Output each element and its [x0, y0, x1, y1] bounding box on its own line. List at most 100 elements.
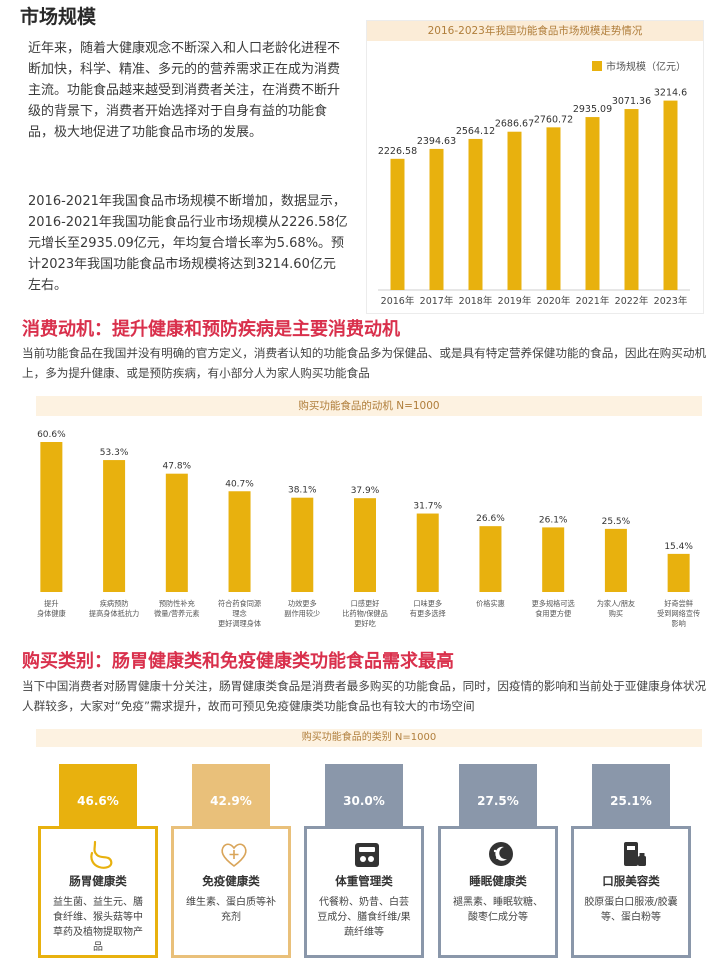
motive-bar — [354, 498, 376, 592]
motive-x-tick-label: 预防性补充 — [159, 599, 195, 608]
category-card-description: 代餐粉、奶昔、白芸豆成分、膳食纤维/果蔬纤维等 — [317, 897, 411, 938]
motive-bar-value-label: 15.4% — [664, 542, 693, 552]
market-size-legend: 市场规模（亿元） — [592, 58, 686, 73]
scale-icon — [351, 839, 383, 869]
market-section-title: 市场规模 — [20, 6, 97, 28]
motive-bar-value-label: 37.9% — [351, 486, 380, 496]
motive-x-tick-label: 为家人/朋友 — [597, 599, 635, 608]
motive-bar-value-label: 31.7% — [413, 502, 442, 512]
market-x-tick-label: 2023年 — [654, 295, 688, 307]
market-bar-value-label: 2394.63 — [417, 136, 456, 147]
motive-x-tick-label: 功效更多 — [288, 599, 317, 608]
motive-bar-value-label: 47.8% — [163, 462, 192, 472]
motive-x-tick-label: 更多规格可选 — [532, 599, 575, 608]
market-bar — [429, 148, 444, 290]
motive-description: 当前功能食品在我国并没有明确的官方定义，消费者认知的功能食品多为保健品、或是具有… — [22, 346, 707, 380]
motive-chart: 购买功能食品的动机 N=1000 — [36, 396, 702, 634]
market-bar — [507, 131, 522, 290]
motive-x-tick-label: 提高身体抵抗力 — [89, 609, 139, 618]
category-percentage-tab: 25.1% — [592, 764, 670, 834]
market-x-tick-label: 2020年 — [537, 295, 571, 307]
market-bar — [624, 109, 639, 290]
category-percentage-tab: 30.0% — [325, 764, 403, 834]
motive-x-tick-label: 疾病预防 — [100, 599, 129, 608]
stomach-icon — [85, 839, 117, 869]
market-bar — [585, 117, 600, 290]
category-card: 口服美容类胶原蛋白口服液/胶囊等、蛋白粉等 — [571, 826, 691, 958]
motive-x-tick-label: 购买 — [609, 609, 623, 618]
market-paragraph-1: 近年来，随着大健康观念不断深入和人口老龄化进程不断加快，科学、精准、多元的的营养… — [28, 41, 341, 140]
motive-x-tick-label: 口感更好 — [351, 599, 380, 608]
motive-bar — [416, 513, 439, 592]
category-card-description: 褪黑素、睡眠软糖、酸枣仁成分等 — [453, 897, 543, 923]
category-card: 肠胃健康类益生菌、益生元、膳食纤维、猴头菇等中草药及植物提取物产品 — [38, 826, 158, 958]
motive-bar — [165, 473, 188, 592]
category-card-name: 体重管理类 — [335, 874, 393, 888]
motive-x-tick-label: 口味更多 — [413, 599, 442, 608]
market-bar — [390, 158, 405, 290]
motive-x-tick-label: 副作用较少 — [284, 609, 320, 618]
market-x-tick-label: 2016年 — [381, 295, 415, 307]
market-size-chart-title: 2016-2023年我国功能食品市场规模走势情况 — [367, 21, 703, 41]
category-section-title: 购买类别：肠胃健康类和免疫健康类功能食品需求最高 — [22, 651, 454, 672]
market-bar — [663, 100, 678, 290]
motive-x-tick-label: 理念 — [232, 609, 246, 618]
market-paragraph-2: 2016-2021年我国食品市场规模不断增加，数据显示，2016-2021年我国… — [28, 194, 348, 293]
motive-bar-value-label: 53.3% — [100, 448, 129, 458]
category-percentage-tab: 46.6% — [59, 764, 137, 834]
market-x-tick-label: 2018年 — [459, 295, 493, 307]
motive-bar-value-label: 60.6% — [37, 430, 66, 440]
market-x-tick-label: 2019年 — [498, 295, 532, 307]
market-size-bars: 2226.58 2016年 2394.63 2017年 2564.12 2018年 2686… — [378, 88, 690, 307]
category-card-description: 维生素、蛋白质等补充剂 — [186, 897, 276, 923]
category-card-name: 免疫健康类 — [202, 874, 260, 888]
motive-x-tick-label: 有更多选择 — [410, 609, 446, 618]
motive-bar — [291, 497, 314, 592]
market-bar-value-label: 2935.09 — [573, 104, 612, 115]
market-x-tick-label: 2022年 — [615, 295, 649, 307]
motive-bar — [103, 460, 126, 592]
category-card: 免疫健康类维生素、蛋白质等补充剂 — [171, 826, 291, 958]
market-bar-value-label: 2226.58 — [378, 146, 417, 157]
category-percentage-tab: 42.9% — [192, 764, 270, 834]
category-card-description: 胶原蛋白口服液/胶囊等、蛋白粉等 — [584, 897, 678, 923]
market-bar-value-label: 2686.67 — [495, 119, 534, 130]
motive-x-tick-label: 食用更方便 — [535, 609, 571, 618]
category-chart-title: 购买功能食品的类别 N=1000 — [36, 729, 702, 747]
motive-x-tick-label: 身体健康 — [37, 609, 66, 618]
motive-bar-value-label: 25.5% — [602, 517, 631, 527]
category-card-name: 睡眠健康类 — [469, 874, 527, 888]
category-card-name: 肠胃健康类 — [69, 874, 127, 888]
motive-x-tick-label: 好奇尝鲜 — [664, 599, 693, 608]
market-bar-value-label: 2564.12 — [456, 126, 495, 137]
motive-bar — [542, 527, 565, 592]
motive-bar — [604, 528, 627, 592]
motive-bar-value-label: 40.7% — [225, 479, 254, 489]
category-percentage-tab: 27.5% — [459, 764, 537, 834]
motive-x-tick-label: 受到网络宣传 — [657, 609, 700, 618]
motive-bar-value-label: 38.1% — [288, 486, 317, 496]
bottle-icon — [618, 839, 650, 869]
motive-chart-title: 购买功能食品的动机 N=1000 — [36, 396, 702, 416]
motive-x-tick-label: 符合药食同源 — [218, 599, 261, 608]
market-bar-value-label: 3071.36 — [612, 96, 651, 107]
legend-swatch — [592, 61, 602, 71]
category-description: 当下中国消费者对肠胃健康十分关注，肠胃健康类食品是消费者最多购买的功能食品，同时… — [22, 679, 707, 713]
motive-bar — [667, 553, 690, 592]
market-x-tick-label: 2017年 — [420, 295, 454, 307]
category-card: 睡眠健康类褪黑素、睡眠软糖、酸枣仁成分等 — [438, 826, 558, 958]
motive-bar — [40, 442, 63, 592]
motive-x-tick-label: 更好调理身体 — [218, 619, 261, 628]
market-bar-value-label: 3214.6 — [654, 88, 687, 99]
category-card-name: 口服美容类 — [602, 874, 660, 888]
motive-x-tick-label: 提升 — [44, 599, 58, 608]
motive-x-tick-label: 微量/营养元素 — [154, 609, 200, 618]
legend-label: 市场规模（亿元） — [606, 62, 686, 73]
motive-x-tick-label: 价格实惠 — [476, 599, 505, 608]
market-bar-value-label: 2760.72 — [534, 114, 573, 125]
motive-bar-value-label: 26.6% — [476, 514, 505, 524]
market-size-chart: 2016-2023年我国功能食品市场规模走势情况 — [366, 20, 704, 314]
motive-bar — [479, 526, 502, 592]
category-card-description: 益生菌、益生元、膳食纤维、猴头菇等中草药及植物提取物产品 — [53, 897, 143, 953]
